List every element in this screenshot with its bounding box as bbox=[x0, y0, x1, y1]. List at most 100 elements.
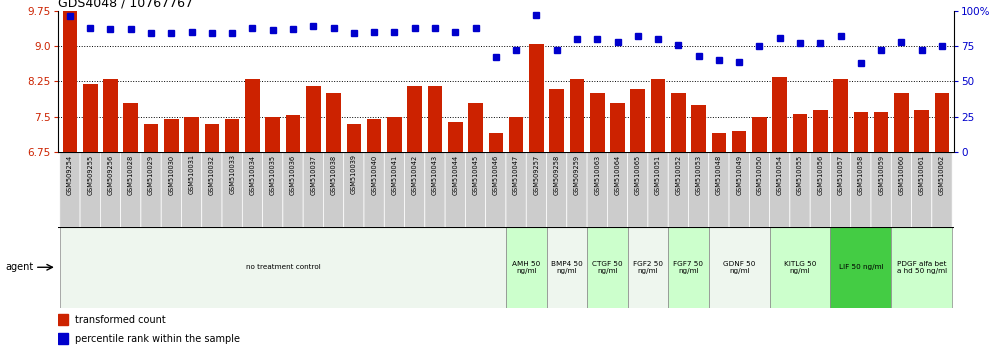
Text: GSM510030: GSM510030 bbox=[168, 154, 174, 195]
Text: transformed count: transformed count bbox=[76, 315, 166, 325]
FancyBboxPatch shape bbox=[810, 149, 831, 229]
FancyBboxPatch shape bbox=[547, 149, 567, 229]
Bar bbox=[83, 84, 98, 152]
Bar bbox=[347, 124, 362, 152]
Text: GSM510058: GSM510058 bbox=[858, 154, 864, 195]
FancyBboxPatch shape bbox=[384, 149, 404, 229]
Text: GSM510032: GSM510032 bbox=[209, 154, 215, 195]
Bar bbox=[914, 110, 929, 152]
Text: GSM510054: GSM510054 bbox=[777, 154, 783, 195]
Bar bbox=[590, 93, 605, 152]
Bar bbox=[143, 124, 158, 152]
Text: GSM510056: GSM510056 bbox=[818, 154, 824, 195]
Bar bbox=[184, 117, 199, 152]
Bar bbox=[773, 77, 787, 152]
FancyBboxPatch shape bbox=[140, 149, 161, 229]
Text: GSM510053: GSM510053 bbox=[695, 154, 701, 195]
Bar bbox=[752, 117, 767, 152]
FancyBboxPatch shape bbox=[506, 149, 526, 229]
Text: GSM510042: GSM510042 bbox=[411, 154, 417, 195]
Text: GSM510062: GSM510062 bbox=[939, 154, 945, 195]
Bar bbox=[245, 79, 260, 152]
Bar bbox=[671, 93, 685, 152]
Text: GSM510065: GSM510065 bbox=[634, 154, 640, 195]
Bar bbox=[813, 110, 828, 152]
FancyBboxPatch shape bbox=[161, 149, 181, 229]
Text: GSM510037: GSM510037 bbox=[311, 154, 317, 195]
Bar bbox=[650, 79, 665, 152]
FancyBboxPatch shape bbox=[790, 149, 810, 229]
FancyBboxPatch shape bbox=[222, 149, 242, 229]
Bar bbox=[891, 227, 952, 308]
Bar bbox=[873, 112, 888, 152]
Bar bbox=[770, 227, 831, 308]
Text: GSM510036: GSM510036 bbox=[290, 154, 296, 195]
FancyBboxPatch shape bbox=[486, 149, 506, 229]
Bar bbox=[468, 103, 483, 152]
FancyBboxPatch shape bbox=[344, 149, 364, 229]
FancyBboxPatch shape bbox=[404, 149, 425, 229]
FancyBboxPatch shape bbox=[101, 149, 121, 229]
Text: GSM510044: GSM510044 bbox=[452, 154, 458, 195]
FancyBboxPatch shape bbox=[932, 149, 952, 229]
FancyBboxPatch shape bbox=[242, 149, 263, 229]
Bar bbox=[894, 93, 908, 152]
Bar bbox=[60, 227, 506, 308]
Text: GSM510064: GSM510064 bbox=[615, 154, 621, 195]
FancyBboxPatch shape bbox=[425, 149, 445, 229]
Bar bbox=[427, 86, 442, 152]
Text: no treatment control: no treatment control bbox=[245, 264, 321, 270]
Bar bbox=[204, 124, 219, 152]
Bar bbox=[834, 79, 848, 152]
Bar bbox=[529, 44, 544, 152]
FancyBboxPatch shape bbox=[364, 149, 384, 229]
Bar bbox=[630, 88, 645, 152]
Text: GSM510052: GSM510052 bbox=[675, 154, 681, 195]
FancyBboxPatch shape bbox=[465, 149, 486, 229]
FancyBboxPatch shape bbox=[729, 149, 749, 229]
Text: PDGF alfa bet
a hd 50 ng/ml: PDGF alfa bet a hd 50 ng/ml bbox=[896, 261, 947, 274]
Text: GSM510029: GSM510029 bbox=[148, 154, 154, 195]
FancyBboxPatch shape bbox=[648, 149, 668, 229]
FancyBboxPatch shape bbox=[749, 149, 770, 229]
Text: GSM510055: GSM510055 bbox=[797, 154, 803, 195]
Bar bbox=[506, 227, 547, 308]
Bar bbox=[627, 227, 668, 308]
Text: FGF7 50
ng/ml: FGF7 50 ng/ml bbox=[673, 261, 703, 274]
Text: agent: agent bbox=[5, 262, 33, 272]
Bar bbox=[854, 112, 869, 152]
FancyBboxPatch shape bbox=[891, 149, 911, 229]
Bar bbox=[488, 133, 503, 152]
FancyBboxPatch shape bbox=[851, 149, 872, 229]
Bar bbox=[327, 93, 341, 152]
Text: GSM509256: GSM509256 bbox=[108, 154, 114, 195]
Text: GSM510039: GSM510039 bbox=[351, 154, 357, 194]
Text: GDS4048 / 10767767: GDS4048 / 10767767 bbox=[58, 0, 193, 10]
Text: AMH 50
ng/ml: AMH 50 ng/ml bbox=[512, 261, 541, 274]
Text: GSM510061: GSM510061 bbox=[918, 154, 924, 195]
Bar bbox=[367, 119, 381, 152]
Bar bbox=[547, 227, 587, 308]
Text: KITLG 50
ng/ml: KITLG 50 ng/ml bbox=[784, 261, 817, 274]
Text: GSM510051: GSM510051 bbox=[655, 154, 661, 195]
Text: GSM510048: GSM510048 bbox=[716, 154, 722, 195]
Text: GSM510060: GSM510060 bbox=[898, 154, 904, 195]
Bar bbox=[611, 103, 624, 152]
FancyBboxPatch shape bbox=[80, 149, 101, 229]
FancyBboxPatch shape bbox=[627, 149, 648, 229]
Text: GSM510035: GSM510035 bbox=[270, 154, 276, 195]
Text: GSM510049: GSM510049 bbox=[736, 154, 742, 195]
Bar bbox=[691, 105, 706, 152]
Text: GSM510050: GSM510050 bbox=[757, 154, 763, 195]
Text: GSM510040: GSM510040 bbox=[372, 154, 377, 195]
Bar bbox=[831, 227, 891, 308]
FancyBboxPatch shape bbox=[911, 149, 932, 229]
Bar bbox=[286, 115, 301, 152]
FancyBboxPatch shape bbox=[445, 149, 465, 229]
FancyBboxPatch shape bbox=[872, 149, 891, 229]
Bar bbox=[63, 11, 78, 152]
Bar bbox=[58, 314, 68, 325]
Text: LIF 50 ng/ml: LIF 50 ng/ml bbox=[839, 264, 883, 270]
Text: GSM510028: GSM510028 bbox=[127, 154, 133, 195]
FancyBboxPatch shape bbox=[283, 149, 303, 229]
